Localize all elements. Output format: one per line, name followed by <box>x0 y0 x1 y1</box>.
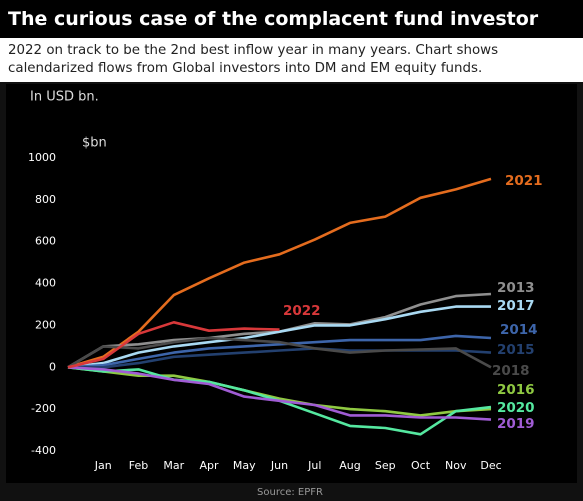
source: Source: EPFR <box>257 487 323 498</box>
x-tick-label: Mar <box>163 459 184 472</box>
x-tick-label: Oct <box>411 459 431 472</box>
series-label: 2018 <box>492 363 530 379</box>
series-label: 2020 <box>497 400 535 416</box>
series-label: 2016 <box>497 382 535 398</box>
series-line <box>67 305 491 369</box>
y-tick-label: 400 <box>35 277 56 290</box>
chart: In USD bn. $bn Source: EPFR -400 -200 0 200… <box>0 82 583 501</box>
y-tick-label: -400 <box>31 444 56 457</box>
series-line <box>67 177 492 369</box>
x-tick-label: Nov <box>445 459 467 472</box>
x-tick-label: May <box>233 459 256 472</box>
x-tick-label: Jun <box>270 459 288 472</box>
subtitle: 2022 on track to be the 2nd best inflow … <box>8 43 499 76</box>
series-label: 2021 <box>505 173 543 189</box>
y-tick-label: 200 <box>35 318 56 331</box>
y-tick-label: -200 <box>31 402 56 415</box>
y-tick-label: 600 <box>35 235 56 248</box>
series-label: 2019 <box>497 416 535 432</box>
x-tick-label: Apr <box>199 459 219 472</box>
series-line <box>67 336 492 369</box>
title: The curious case of the complacent fund … <box>0 0 583 38</box>
series-line <box>67 366 492 421</box>
x-tick-label: Feb <box>129 459 148 472</box>
series-label: 2015 <box>497 342 535 358</box>
y-tick-label: 1000 <box>28 151 56 164</box>
series-line <box>67 334 492 369</box>
y-axis-label: $bn <box>82 136 107 151</box>
x-tick-label: Aug <box>339 459 360 472</box>
series-label: 2013 <box>497 280 535 296</box>
x-tick-label: Jan <box>94 459 112 472</box>
x-tick-label: Jul <box>307 459 321 472</box>
series-label: 2017 <box>497 298 535 314</box>
y-tick-label: 0 <box>49 360 56 373</box>
series-line <box>67 321 280 369</box>
note: In USD bn. <box>30 90 99 105</box>
plot-background <box>6 84 577 483</box>
x-tick-label: Dec <box>480 459 501 472</box>
x-tick-label: Sep <box>375 459 396 472</box>
y-tick-label: 800 <box>35 193 56 206</box>
series-line <box>67 366 492 417</box>
series-label: 2014 <box>500 322 538 338</box>
series-label: 2022 <box>283 303 321 319</box>
